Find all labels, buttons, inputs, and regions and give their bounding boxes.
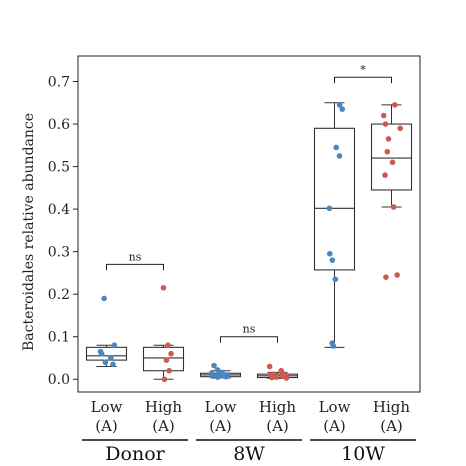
data-point — [389, 159, 396, 166]
y-tick-label: 0.6 — [48, 117, 70, 133]
category-sublabel: (A) — [152, 417, 175, 435]
y-tick-label: 0.0 — [48, 372, 70, 388]
data-point — [111, 342, 118, 349]
significance-bracket — [220, 336, 278, 343]
y-tick-label: 0.2 — [48, 287, 70, 303]
data-point — [332, 276, 339, 283]
data-point — [380, 112, 387, 119]
plot-frame — [77, 55, 421, 393]
group-label: 10W — [341, 443, 385, 465]
data-point — [339, 106, 346, 112]
data-point — [110, 361, 116, 368]
data-point — [161, 376, 168, 383]
y-tick-label: 0.3 — [48, 245, 70, 261]
data-point — [385, 136, 392, 142]
group-label: Donor — [105, 443, 165, 465]
data-point — [168, 350, 174, 357]
category-sublabel: (A) — [266, 417, 289, 435]
category-sublabel: (A) — [380, 417, 403, 435]
data-point — [165, 342, 171, 349]
data-point — [390, 204, 397, 210]
category-label: Low — [205, 398, 237, 416]
data-point — [336, 102, 343, 108]
y-tick-label: 0.7 — [48, 75, 70, 91]
data-point — [214, 374, 221, 380]
data-point — [283, 375, 290, 381]
data-point — [266, 363, 273, 370]
data-point — [329, 257, 336, 263]
data-point — [382, 172, 388, 178]
data-point — [273, 374, 280, 380]
plot-area: 0.00.10.20.30.40.50.60.7Low(A)High(A)nsD… — [48, 55, 421, 465]
data-point — [98, 350, 105, 357]
data-point — [326, 205, 333, 212]
data-point — [394, 272, 400, 278]
y-axis-label: Bacteroidales relative abundance — [21, 113, 37, 351]
category-sublabel: (A) — [209, 417, 232, 435]
significance-label: ns — [243, 323, 256, 336]
data-point — [269, 374, 275, 381]
group-label: 8W — [233, 443, 265, 465]
data-point — [392, 102, 398, 108]
data-point — [223, 373, 229, 380]
data-point — [382, 121, 389, 127]
category-label: Low — [91, 398, 123, 416]
data-point — [384, 148, 391, 155]
significance-bracket — [106, 263, 164, 271]
significance-label: ns — [129, 250, 142, 263]
y-tick-label: 0.1 — [48, 330, 70, 346]
data-point — [214, 367, 221, 373]
data-point — [209, 372, 216, 379]
data-point — [330, 343, 337, 349]
data-point — [397, 125, 403, 132]
data-point — [101, 295, 107, 302]
category-sublabel: (A) — [323, 417, 346, 435]
significance-label: * — [360, 63, 366, 76]
data-point — [383, 274, 389, 280]
category-label: High — [373, 398, 410, 416]
data-point — [163, 357, 170, 363]
category-label: High — [259, 398, 296, 416]
y-tick-label: 0.4 — [48, 202, 70, 218]
box — [370, 123, 413, 191]
data-point — [160, 284, 167, 291]
y-tick-label: 0.5 — [48, 160, 70, 176]
data-point — [166, 367, 172, 374]
data-point — [333, 144, 340, 151]
data-point — [327, 250, 333, 257]
significance-bracket — [334, 76, 392, 84]
data-point — [211, 362, 217, 369]
category-label: High — [145, 398, 182, 416]
category-label: Low — [319, 398, 351, 416]
box — [313, 127, 356, 271]
data-point — [108, 355, 114, 361]
data-point — [102, 359, 109, 366]
data-point — [336, 153, 343, 159]
box — [142, 346, 185, 372]
category-sublabel: (A) — [95, 417, 118, 435]
